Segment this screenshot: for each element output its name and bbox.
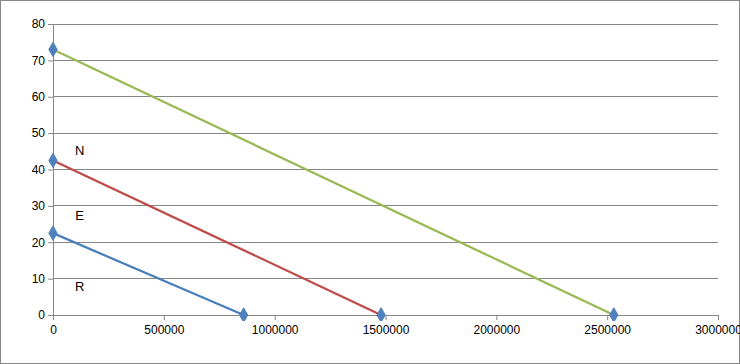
y-tick-mark [48, 60, 53, 61]
y-tick-mark [48, 170, 53, 171]
y-tick-label: 10 [32, 272, 46, 286]
y-tick: 70 [32, 54, 53, 68]
y-tick: 40 [32, 163, 53, 177]
annotation: E [75, 208, 84, 223]
x-tick-label: 2000000 [473, 323, 520, 337]
grid-line [53, 242, 718, 243]
x-tick-label: 0 [50, 323, 57, 337]
y-tick-mark [48, 315, 53, 316]
x-tick: 500000 [144, 315, 184, 337]
x-tick-label: 1000000 [252, 323, 299, 337]
y-tick: 10 [32, 272, 53, 286]
y-axis-line [48, 25, 54, 316]
plot-area [49, 42, 618, 321]
chart: 0 500000 1000000 1500000 2000000 2500000 30000… [0, 0, 740, 364]
y-tick-mark [48, 133, 53, 134]
y-tick-label: 40 [32, 163, 46, 177]
x-tick-mark [386, 315, 387, 320]
y-tick-label: 20 [32, 236, 46, 250]
series-marker [49, 226, 57, 240]
series-marker [239, 308, 247, 321]
series-marker [610, 308, 618, 321]
y-tick-mark [48, 279, 53, 280]
grid-line [53, 278, 718, 279]
series-line [53, 160, 381, 315]
y-tick: 60 [32, 90, 53, 104]
y-tick-label: 0 [38, 308, 45, 322]
x-tick: 3000000 [695, 315, 740, 337]
grid [53, 24, 718, 315]
y-tick-label: 80 [32, 17, 46, 31]
series-marker [49, 153, 57, 167]
y-tick: 0 [38, 308, 53, 322]
annotation: N [75, 143, 84, 158]
y-tick-label: 70 [32, 54, 46, 68]
y-tick: 50 [32, 126, 53, 140]
y-tick-label: 50 [32, 126, 46, 140]
grid-line [53, 60, 718, 61]
x-axis: 0 500000 1000000 1500000 2000000 2500000 30000… [50, 315, 740, 337]
grid-line [53, 24, 718, 25]
annotations: N E R [75, 143, 84, 294]
x-tick: 0 [50, 315, 57, 337]
x-tick: 1000000 [252, 315, 299, 337]
series-marker [49, 42, 57, 56]
series-line [53, 49, 614, 315]
x-tick-mark [718, 315, 719, 320]
series-marker [377, 308, 385, 321]
x-tick: 2500000 [584, 315, 631, 337]
grid-line [53, 169, 718, 170]
x-tick-mark [275, 315, 276, 320]
y-tick: 30 [32, 199, 53, 213]
y-tick: 20 [32, 236, 53, 250]
x-axis-line [54, 316, 719, 321]
chart-frame [1, 1, 740, 364]
x-tick-label: 3000000 [695, 323, 740, 337]
y-tick-label: 30 [32, 199, 46, 213]
x-tick-mark [496, 315, 497, 320]
y-axis: 0 10 20 30 40 50 60 70 80 [32, 17, 54, 322]
y-tick-mark [48, 97, 53, 98]
y-tick-mark [48, 206, 53, 207]
x-tick: 2000000 [473, 315, 520, 337]
x-tick-mark [164, 315, 165, 320]
y-tick: 80 [32, 17, 53, 31]
y-tick-mark [48, 24, 53, 25]
x-tick-label: 1500000 [363, 323, 410, 337]
grid-line [53, 133, 718, 134]
annotation: R [75, 279, 84, 294]
x-tick-label: 500000 [144, 323, 184, 337]
x-tick-label: 2500000 [584, 323, 631, 337]
x-tick: 1500000 [363, 315, 410, 337]
y-tick-label: 60 [32, 90, 46, 104]
x-tick-mark [607, 315, 608, 320]
series-line [53, 233, 244, 315]
y-tick-mark [48, 242, 53, 243]
